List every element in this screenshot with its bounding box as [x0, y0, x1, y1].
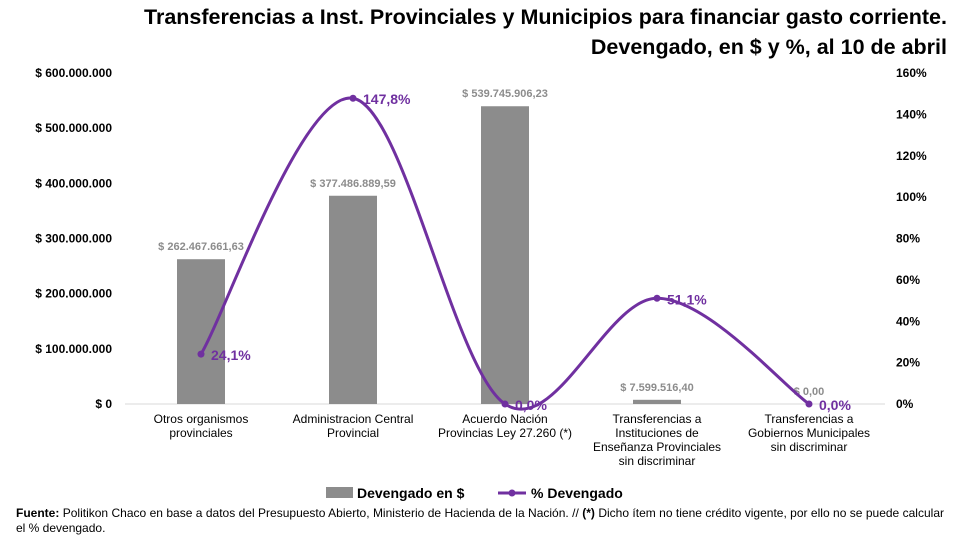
pct-point [805, 400, 813, 408]
category-label: Transferencias a [765, 412, 854, 426]
pct-point [653, 294, 661, 302]
pct-point [501, 400, 509, 408]
pct-point [197, 350, 205, 358]
line-layer: 24,1% 147,8% 0,0% 51,1% 0,0% [197, 91, 851, 413]
chart: $ 262.467.661,63 $ 377.486.889,59 $ 539.74… [35, 66, 927, 501]
category-label: Instituciones de [615, 426, 699, 440]
category-label: Transferencias a [613, 412, 702, 426]
right-tick-label: 0% [896, 397, 914, 411]
legend: Devengado en $ % Devengado [326, 485, 623, 501]
bar-layer [177, 106, 681, 404]
left-tick-label: $ 0 [95, 397, 112, 411]
bar-label-layer: $ 262.467.661,63 $ 377.486.889,59 $ 539.74… [158, 88, 824, 398]
pct-label: 0,0% [819, 397, 851, 413]
note-text: Dicho ítem no tiene crédito vigente, por… [16, 506, 944, 535]
bar-value-label: $ 0,00 [794, 386, 825, 398]
title-line-1: Transferencias a Inst. Provinciales y Mu… [144, 5, 947, 29]
legend-line-label: % Devengado [531, 485, 623, 501]
left-tick-label: $ 600.000.000 [35, 66, 112, 80]
legend-bar-label: Devengado en $ [357, 485, 465, 501]
right-tick-label: 80% [896, 232, 920, 246]
pct-label: 24,1% [211, 347, 251, 363]
category-label: provinciales [169, 426, 232, 440]
left-tick-label: $ 100.000.000 [35, 342, 112, 356]
category-label: sin discriminar [771, 440, 848, 454]
category-label: Administracion Central [293, 412, 414, 426]
pct-label: 0,0% [515, 397, 547, 413]
right-tick-label: 160% [896, 66, 927, 80]
pct-label: 51,1% [667, 291, 707, 307]
left-tick-label: $ 200.000.000 [35, 287, 112, 301]
category-label: Provincial [327, 426, 379, 440]
right-tick-label: 120% [896, 149, 927, 163]
category-label: Gobiernos Municipales [748, 426, 870, 440]
right-tick-label: 60% [896, 273, 920, 287]
right-tick-label: 40% [896, 314, 920, 328]
note-mark: (*) [582, 506, 595, 520]
bar-value-label: $ 262.467.661,63 [158, 241, 244, 253]
legend-line-marker [508, 489, 516, 497]
pct-label: 147,8% [363, 91, 411, 107]
left-tick-label: $ 300.000.000 [35, 232, 112, 246]
source-label: Fuente: [16, 506, 60, 520]
left-tick-label: $ 400.000.000 [35, 176, 112, 190]
bar [481, 106, 529, 404]
category-label: Enseñanza Provinciales [593, 440, 721, 454]
bar-value-label: $ 7.599.516,40 [620, 382, 693, 394]
category-label: Provincias Ley 27.260 (*) [438, 426, 572, 440]
pct-point [349, 94, 357, 102]
right-axis: 0% 20% 40% 60% 80% 100% 120% 140% 160% [896, 66, 927, 411]
left-axis: $ 0 $ 100.000.000 $ 200.000.000 $ 300.000.0… [35, 66, 112, 411]
right-tick-label: 20% [896, 356, 920, 370]
bar-value-label: $ 377.486.889,59 [310, 178, 396, 190]
chart-title: Transferencias a Inst. Provinciales y Mu… [7, 2, 947, 62]
source-note: Fuente: Politikon Chaco en base a datos … [16, 506, 944, 536]
bar [177, 259, 225, 404]
title-line-2: Devengado, en $ y %, al 10 de abril [590, 35, 947, 59]
legend-bar-swatch [326, 487, 353, 498]
pct-line [199, 96, 810, 411]
bar-value-label: $ 539.745.906,23 [462, 88, 548, 100]
bar [329, 195, 377, 404]
category-label: Otros organismos [154, 412, 249, 426]
bar [633, 399, 681, 404]
source-text: Politikon Chaco en base a datos del Pres… [59, 506, 583, 520]
left-tick-label: $ 500.000.000 [35, 121, 112, 135]
right-tick-label: 100% [896, 190, 927, 204]
category-label: Acuerdo Nación [462, 412, 547, 426]
category-label: sin discriminar [619, 454, 696, 468]
right-tick-label: 140% [896, 107, 927, 121]
